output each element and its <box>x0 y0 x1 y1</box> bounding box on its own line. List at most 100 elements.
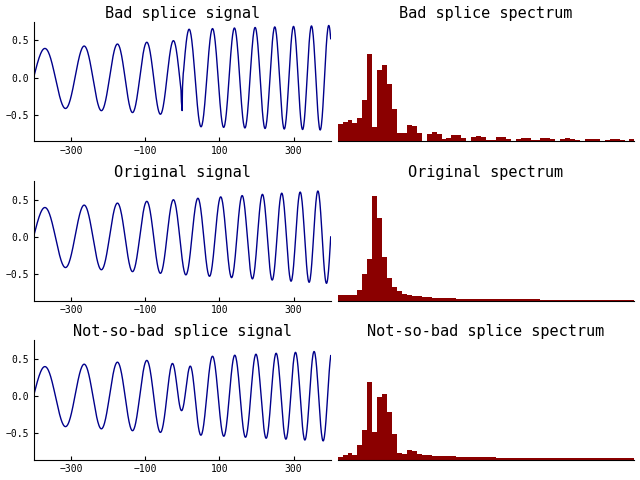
Bar <box>387 412 392 459</box>
Bar <box>550 139 556 142</box>
Bar <box>412 296 417 300</box>
Bar <box>417 133 422 142</box>
Bar <box>570 458 575 459</box>
Title: Not-so-bad splice signal: Not-so-bad splice signal <box>73 324 292 339</box>
Bar <box>417 297 422 300</box>
Bar <box>422 297 427 300</box>
Bar <box>451 299 456 300</box>
Bar <box>372 432 377 459</box>
Bar <box>491 140 496 142</box>
Bar <box>585 139 590 142</box>
Bar <box>486 140 491 142</box>
Bar <box>338 456 342 459</box>
Bar <box>620 458 625 459</box>
Bar <box>427 455 431 459</box>
Bar <box>471 299 476 300</box>
Bar <box>436 134 442 142</box>
Bar <box>531 458 536 459</box>
Bar <box>614 458 620 459</box>
Bar <box>496 457 501 459</box>
Bar <box>372 196 377 300</box>
Title: Original signal: Original signal <box>114 165 251 180</box>
Bar <box>367 382 372 459</box>
Bar <box>461 299 467 300</box>
Bar <box>461 457 467 459</box>
Bar <box>521 137 525 142</box>
Bar <box>338 295 342 300</box>
Bar <box>357 118 362 142</box>
Bar <box>451 135 456 142</box>
Bar <box>338 124 342 142</box>
Bar <box>467 299 471 300</box>
Bar <box>491 457 496 459</box>
Bar <box>467 141 471 142</box>
Bar <box>570 139 575 142</box>
Bar <box>545 138 550 142</box>
Bar <box>392 434 397 459</box>
Bar <box>451 456 456 459</box>
Bar <box>402 294 407 300</box>
Bar <box>580 458 585 459</box>
Bar <box>476 299 481 300</box>
Bar <box>402 133 407 142</box>
Bar <box>580 141 585 142</box>
Bar <box>422 455 427 459</box>
Bar <box>610 458 614 459</box>
Bar <box>342 295 348 300</box>
Bar <box>407 295 412 300</box>
Bar <box>600 458 605 459</box>
Bar <box>486 457 491 459</box>
Bar <box>516 139 521 142</box>
Bar <box>431 456 436 459</box>
Bar <box>630 458 634 459</box>
Bar <box>342 122 348 142</box>
Bar <box>575 140 580 142</box>
Bar <box>412 452 417 459</box>
Bar <box>501 299 506 300</box>
Bar <box>467 457 471 459</box>
Bar <box>442 298 447 300</box>
Bar <box>506 139 511 142</box>
Bar <box>536 458 540 459</box>
Bar <box>348 295 353 300</box>
Bar <box>590 458 595 459</box>
Bar <box>491 299 496 300</box>
Bar <box>614 139 620 142</box>
Bar <box>397 133 402 142</box>
Bar <box>397 291 402 300</box>
Bar <box>397 453 402 459</box>
Bar <box>625 458 630 459</box>
Bar <box>540 138 545 142</box>
Bar <box>496 299 501 300</box>
Bar <box>348 120 353 142</box>
Bar <box>565 138 570 142</box>
Bar <box>531 140 536 142</box>
Bar <box>471 137 476 142</box>
Bar <box>496 137 501 142</box>
Bar <box>382 257 387 300</box>
Bar <box>367 55 372 142</box>
Bar <box>540 458 545 459</box>
Bar <box>476 457 481 459</box>
Bar <box>525 138 531 142</box>
Title: Bad splice spectrum: Bad splice spectrum <box>399 6 573 21</box>
Bar <box>407 125 412 142</box>
Bar <box>357 290 362 300</box>
Bar <box>481 137 486 142</box>
Title: Not-so-bad splice spectrum: Not-so-bad splice spectrum <box>367 324 605 339</box>
Bar <box>590 139 595 142</box>
Bar <box>506 457 511 459</box>
Bar <box>422 141 427 142</box>
Title: Original spectrum: Original spectrum <box>408 165 564 180</box>
Bar <box>556 458 560 459</box>
Bar <box>461 138 467 142</box>
Title: Bad splice signal: Bad splice signal <box>105 6 260 21</box>
Bar <box>436 298 442 300</box>
Bar <box>357 445 362 459</box>
Bar <box>501 457 506 459</box>
Bar <box>610 139 614 142</box>
Bar <box>348 453 353 459</box>
Bar <box>362 274 367 300</box>
Bar <box>392 109 397 142</box>
Bar <box>402 454 407 459</box>
